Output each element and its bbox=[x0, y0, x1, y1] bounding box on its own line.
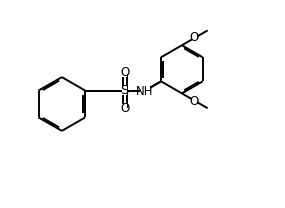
FancyBboxPatch shape bbox=[122, 67, 127, 77]
FancyBboxPatch shape bbox=[192, 32, 197, 42]
Text: NH: NH bbox=[137, 85, 154, 98]
FancyBboxPatch shape bbox=[192, 97, 197, 106]
Text: S: S bbox=[121, 84, 129, 97]
Text: O: O bbox=[120, 66, 129, 79]
FancyBboxPatch shape bbox=[122, 104, 127, 114]
Text: O: O bbox=[120, 103, 129, 115]
Text: O: O bbox=[190, 95, 199, 108]
Text: O: O bbox=[190, 31, 199, 44]
FancyBboxPatch shape bbox=[140, 87, 150, 96]
FancyBboxPatch shape bbox=[122, 86, 127, 95]
